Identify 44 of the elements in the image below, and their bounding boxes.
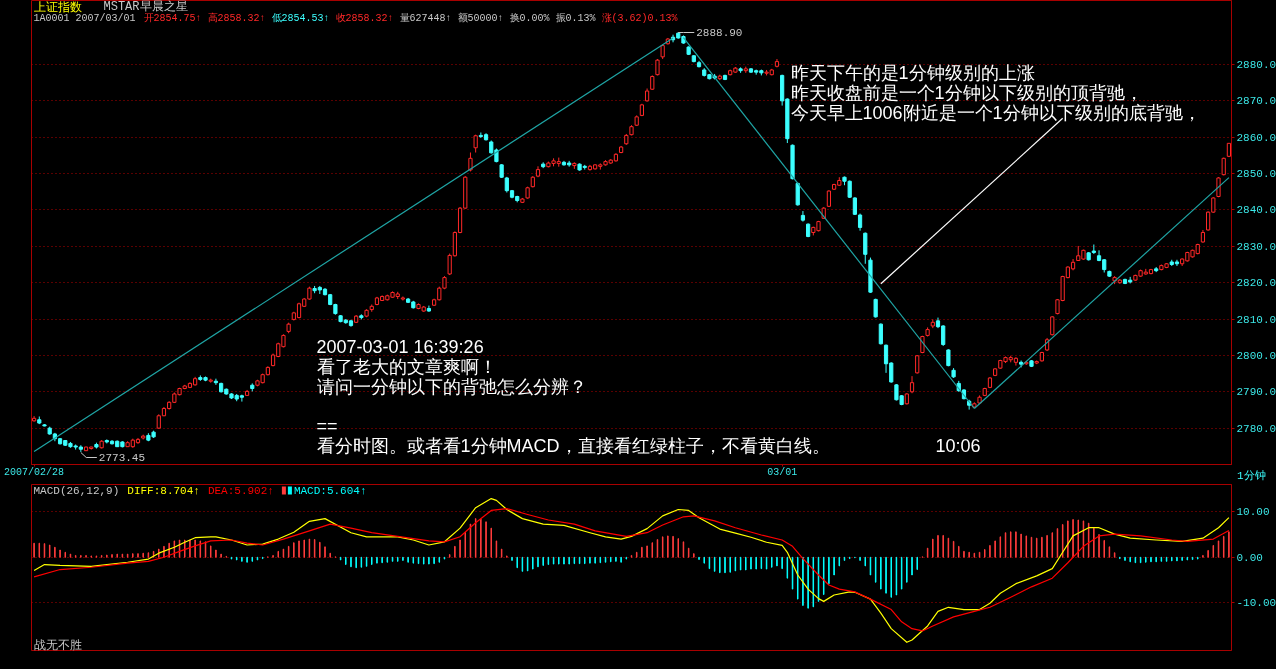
- annotation: 量627448↑: [399, 13, 452, 24]
- annotation: 昨天下午的是1分钟级别的上涨: [790, 62, 1035, 83]
- text: DIFF:8.704↑: [127, 484, 200, 497]
- y-tick-label: 2780.0: [1236, 422, 1276, 435]
- y-tick-label: 2850.0: [1236, 168, 1276, 181]
- y-tick-label: 2810.0: [1236, 313, 1276, 326]
- x-tick-label: 2007/02/28: [4, 466, 65, 478]
- legend-label: MACD:5.604↑: [293, 484, 367, 497]
- y-tick-label: 2870.0: [1236, 95, 1276, 108]
- chart-title: 上证指数: [33, 0, 82, 14]
- y-tick-label: 2840.0: [1236, 204, 1276, 217]
- annotation: 开2854.75↑: [143, 13, 202, 24]
- annotation: 战无不胜: [33, 637, 82, 652]
- y-tick-label: 2800.0: [1236, 349, 1276, 362]
- chart-title: MACD(26,12,9): [33, 484, 120, 497]
- annotation: 振0.13%: [555, 12, 596, 24]
- y-tick-label: -10.00: [1236, 597, 1276, 610]
- annotation: 看了老大的文章爽啊！: [316, 356, 497, 377]
- y-tick-label: 10.00: [1236, 506, 1270, 519]
- text: DEA:5.902↑: [207, 484, 274, 497]
- annotation: 换0.00%: [509, 12, 550, 24]
- y-tick-label: 2860.0: [1236, 131, 1276, 144]
- annotation: 低2854.53↑: [271, 13, 330, 24]
- x-tick-label: 03/01: [767, 466, 798, 478]
- annotation: 收2858.32↑: [335, 13, 394, 24]
- annotation: 请问一分钟以下的背弛怎么分辨？: [316, 376, 587, 397]
- annotation: 涨(3.62)0.13%: [601, 12, 678, 24]
- annotation: 10:06: [935, 435, 981, 456]
- annotation: 2888.90: [696, 27, 743, 39]
- y-tick-label: 2880.0: [1236, 59, 1276, 71]
- y-tick-label: 2830.0: [1236, 240, 1276, 253]
- y-tick-label: 2820.0: [1236, 277, 1276, 290]
- y-tick-label: 0.00: [1236, 551, 1263, 564]
- annotation: 高2858.32↑: [207, 12, 266, 24]
- annotation: 看分时图。或者看1分钟MACD，直接看红绿柱子，不看黄白线。: [316, 435, 830, 456]
- annotation: 额50000↑: [457, 12, 504, 24]
- y-tick-label: 2790.0: [1236, 386, 1276, 399]
- text: 1分钟: [1237, 470, 1266, 483]
- annotation: 2773.45: [98, 452, 146, 464]
- annotation: ==: [316, 415, 338, 436]
- annotation: 1A0001 2007/03/01: [33, 13, 136, 24]
- annotation: 2007-03-01 16:39:26: [316, 336, 484, 357]
- annotation: 今天早上1006附近是一个1分钟以下级别的底背驰，: [790, 102, 1201, 123]
- annotation: 昨天收盘前是一个1分钟以下级别的顶背驰，: [790, 82, 1143, 103]
